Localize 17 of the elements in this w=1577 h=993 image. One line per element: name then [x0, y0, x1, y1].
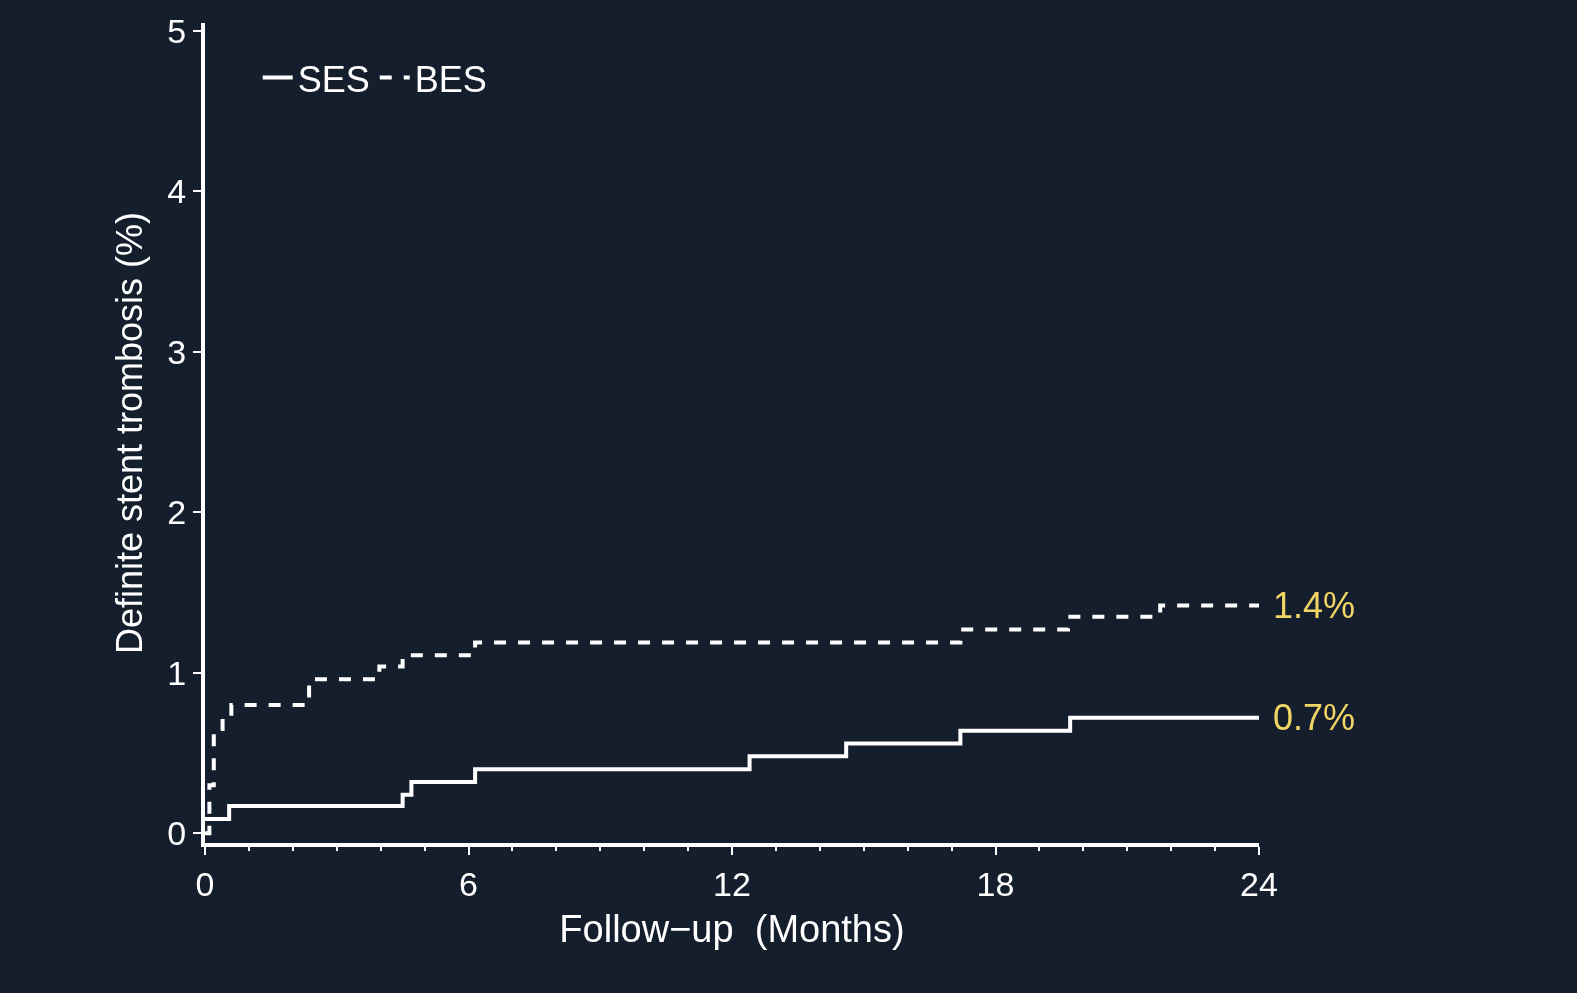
y-axis-title: Definite stent trombosis (%)	[108, 211, 150, 655]
legend-label: SES	[297, 58, 370, 100]
x-tick-label: 18	[976, 864, 1015, 903]
x-tick-label: 0	[195, 864, 215, 903]
annotation: 1.4%	[1273, 585, 1356, 626]
y-tick-label: 3	[167, 332, 187, 371]
y-tick-label: 4	[167, 172, 187, 211]
y-tick-label: 5	[167, 11, 187, 50]
x-tick-label: 24	[1240, 864, 1278, 903]
annotation: 0.7%	[1273, 697, 1356, 738]
x-tick-label: 12	[713, 864, 751, 903]
y-tick-label: 2	[167, 493, 187, 532]
x-axis-title: Follow−up (Months)	[559, 908, 905, 951]
y-tick-label: 1	[167, 653, 187, 692]
legend-label: BES	[414, 58, 487, 100]
x-tick-label: 6	[459, 864, 478, 903]
y-tick-label: 0	[167, 814, 187, 853]
